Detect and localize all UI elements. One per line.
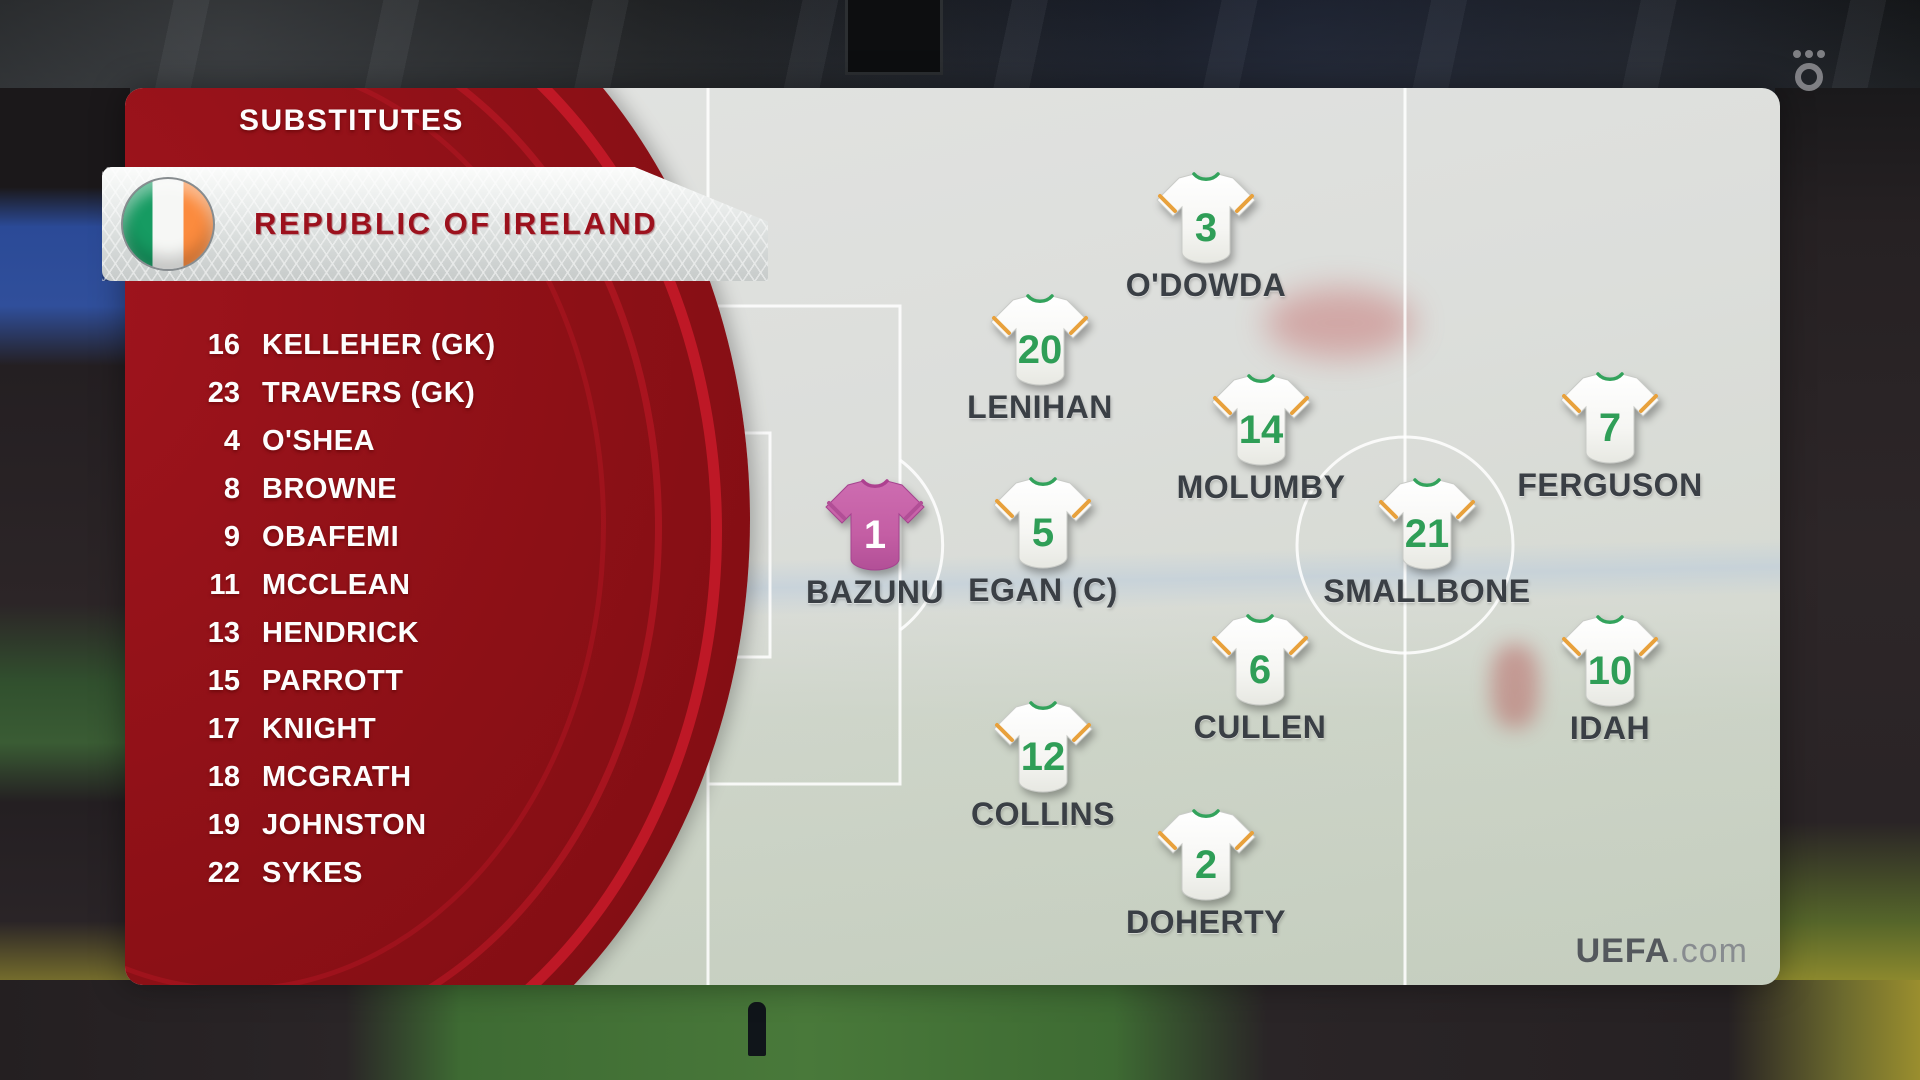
background-red-blur <box>1491 644 1539 728</box>
substitute-name: PARROTT <box>262 664 404 697</box>
jersey-icon: 20 <box>990 294 1090 386</box>
player-marker: 20 LENIHAN <box>920 290 1160 426</box>
substitute-number: 15 <box>207 664 240 697</box>
substitute-name: KELLEHER (GK) <box>262 328 496 361</box>
uefa-watermark-bold: UEFA <box>1575 932 1671 970</box>
substitute-number: 8 <box>223 472 240 505</box>
substitute-name: HENDRICK <box>262 616 420 649</box>
substitute-name: OBAFEMI <box>262 520 400 553</box>
substitute-row: 19 JOHNSTON <box>165 801 427 849</box>
player-marker: 10 IDAH <box>1490 611 1730 747</box>
player-number: 3 <box>1195 206 1217 250</box>
player-number: 20 <box>1018 328 1063 372</box>
substitute-number: 13 <box>207 616 240 649</box>
player-number: 7 <box>1599 406 1621 450</box>
player-marker: 5 EGAN (C) <box>923 473 1163 609</box>
player-name: BAZUNU <box>805 574 945 610</box>
jersey-icon: 21 <box>1377 478 1477 570</box>
player-name: IDAH <box>1569 710 1651 746</box>
player-number: 21 <box>1405 512 1450 556</box>
player-marker: 7 FERGUSON <box>1490 368 1730 504</box>
substitute-row: 18 MCGRATH <box>165 753 412 801</box>
substitute-name: SYKES <box>262 856 363 889</box>
jersey-icon: 5 <box>993 477 1093 569</box>
stadium-pitch-strip <box>0 980 1920 1080</box>
substitute-row: 22 SYKES <box>165 849 363 897</box>
player-number: 6 <box>1249 648 1271 692</box>
substitute-row: 9 OBAFEMI <box>165 513 399 561</box>
substitute-number: 18 <box>207 760 240 793</box>
substitute-row: 16 KELLEHER (GK) <box>165 321 496 369</box>
jersey-icon: 14 <box>1211 374 1311 466</box>
substitute-row: 13 HENDRICK <box>165 609 419 657</box>
jersey-icon: 6 <box>1210 614 1310 706</box>
decorative-arc <box>125 88 606 985</box>
broadcaster-logo-icon <box>1793 50 1829 94</box>
player-marker: 12 COLLINS <box>923 697 1163 833</box>
team-name: REPUBLIC OF IRELAND <box>254 206 658 241</box>
substitute-number: 23 <box>207 376 240 409</box>
player-marker: 21 SMALLBONE <box>1307 474 1547 610</box>
decorative-arc <box>125 88 662 985</box>
player-marker: 2 DOHERTY <box>1086 805 1326 941</box>
player-name: EGAN (C) <box>968 572 1118 608</box>
player-name: COLLINS <box>971 796 1115 832</box>
substitute-number: 4 <box>223 424 240 457</box>
background-red-blur <box>1265 288 1415 358</box>
substitute-name: TRAVERS (GK) <box>262 376 476 409</box>
substitute-number: 11 <box>209 568 240 601</box>
player-number: 12 <box>1021 735 1066 779</box>
jersey-icon: 10 <box>1560 615 1660 707</box>
person-silhouette <box>748 1002 766 1056</box>
jersey-icon: 2 <box>1156 809 1256 901</box>
jersey-icon: 7 <box>1560 372 1660 464</box>
substitute-name: BROWNE <box>262 472 398 505</box>
decorative-arc <box>125 88 722 985</box>
substitute-number: 19 <box>207 808 240 841</box>
player-number: 10 <box>1588 649 1633 693</box>
player-number: 1 <box>864 513 886 557</box>
player-marker: 1 BAZUNU <box>755 475 995 611</box>
substitute-name: JOHNSTON <box>262 808 427 841</box>
lineup-overlay-panel: SUBSTITUTES 16 KELLEHER (GK) 23 TRAVERS (GK… <box>125 88 1780 985</box>
player-number: 2 <box>1195 843 1217 887</box>
substitute-name: O'SHEA <box>262 424 376 457</box>
substitute-row: 8 BROWNE <box>165 465 397 513</box>
player-marker: 14 MOLUMBY <box>1141 370 1381 506</box>
substitute-name: MCGRATH <box>262 760 412 793</box>
substitute-row: 11 MCCLEAN <box>165 561 411 609</box>
jersey-icon: 12 <box>993 701 1093 793</box>
player-name: DOHERTY <box>1126 904 1286 940</box>
team-banner: REPUBLIC OF IRELAND <box>102 167 768 281</box>
player-name: FERGUSON <box>1517 467 1703 503</box>
player-marker: 6 CULLEN <box>1140 610 1380 746</box>
uefa-watermark: UEFA.com <box>1576 932 1748 971</box>
player-number: 14 <box>1239 408 1284 452</box>
uefa-watermark-light: .com <box>1670 932 1748 970</box>
substitute-number: 9 <box>223 520 240 553</box>
substitutes-title: SUBSTITUTES <box>239 104 464 137</box>
jersey-icon: 3 <box>1156 172 1256 264</box>
player-name: CULLEN <box>1193 709 1327 745</box>
stadium-hanging-screen <box>845 0 943 75</box>
goalkeeper-jersey-icon: 1 <box>825 479 925 571</box>
player-name: LENIHAN <box>967 389 1113 425</box>
ireland-flag-icon <box>121 177 215 271</box>
player-name: MOLUMBY <box>1176 469 1346 505</box>
substitute-row: 17 KNIGHT <box>165 705 376 753</box>
player-name: O'DOWDA <box>1125 267 1287 303</box>
substitute-number: 16 <box>207 328 240 361</box>
player-name: SMALLBONE <box>1323 573 1531 609</box>
substitute-row: 15 PARROTT <box>165 657 404 705</box>
player-number: 5 <box>1032 511 1054 555</box>
substitute-row: 23 TRAVERS (GK) <box>165 369 475 417</box>
substitute-name: KNIGHT <box>262 712 377 745</box>
player-marker: 3 O'DOWDA <box>1086 168 1326 304</box>
substitute-number: 17 <box>207 712 240 745</box>
stadium-crowd-right <box>1775 88 1920 1080</box>
substitute-row: 4 O'SHEA <box>165 417 375 465</box>
substitute-name: MCCLEAN <box>262 568 411 601</box>
substitute-number: 22 <box>207 856 240 889</box>
